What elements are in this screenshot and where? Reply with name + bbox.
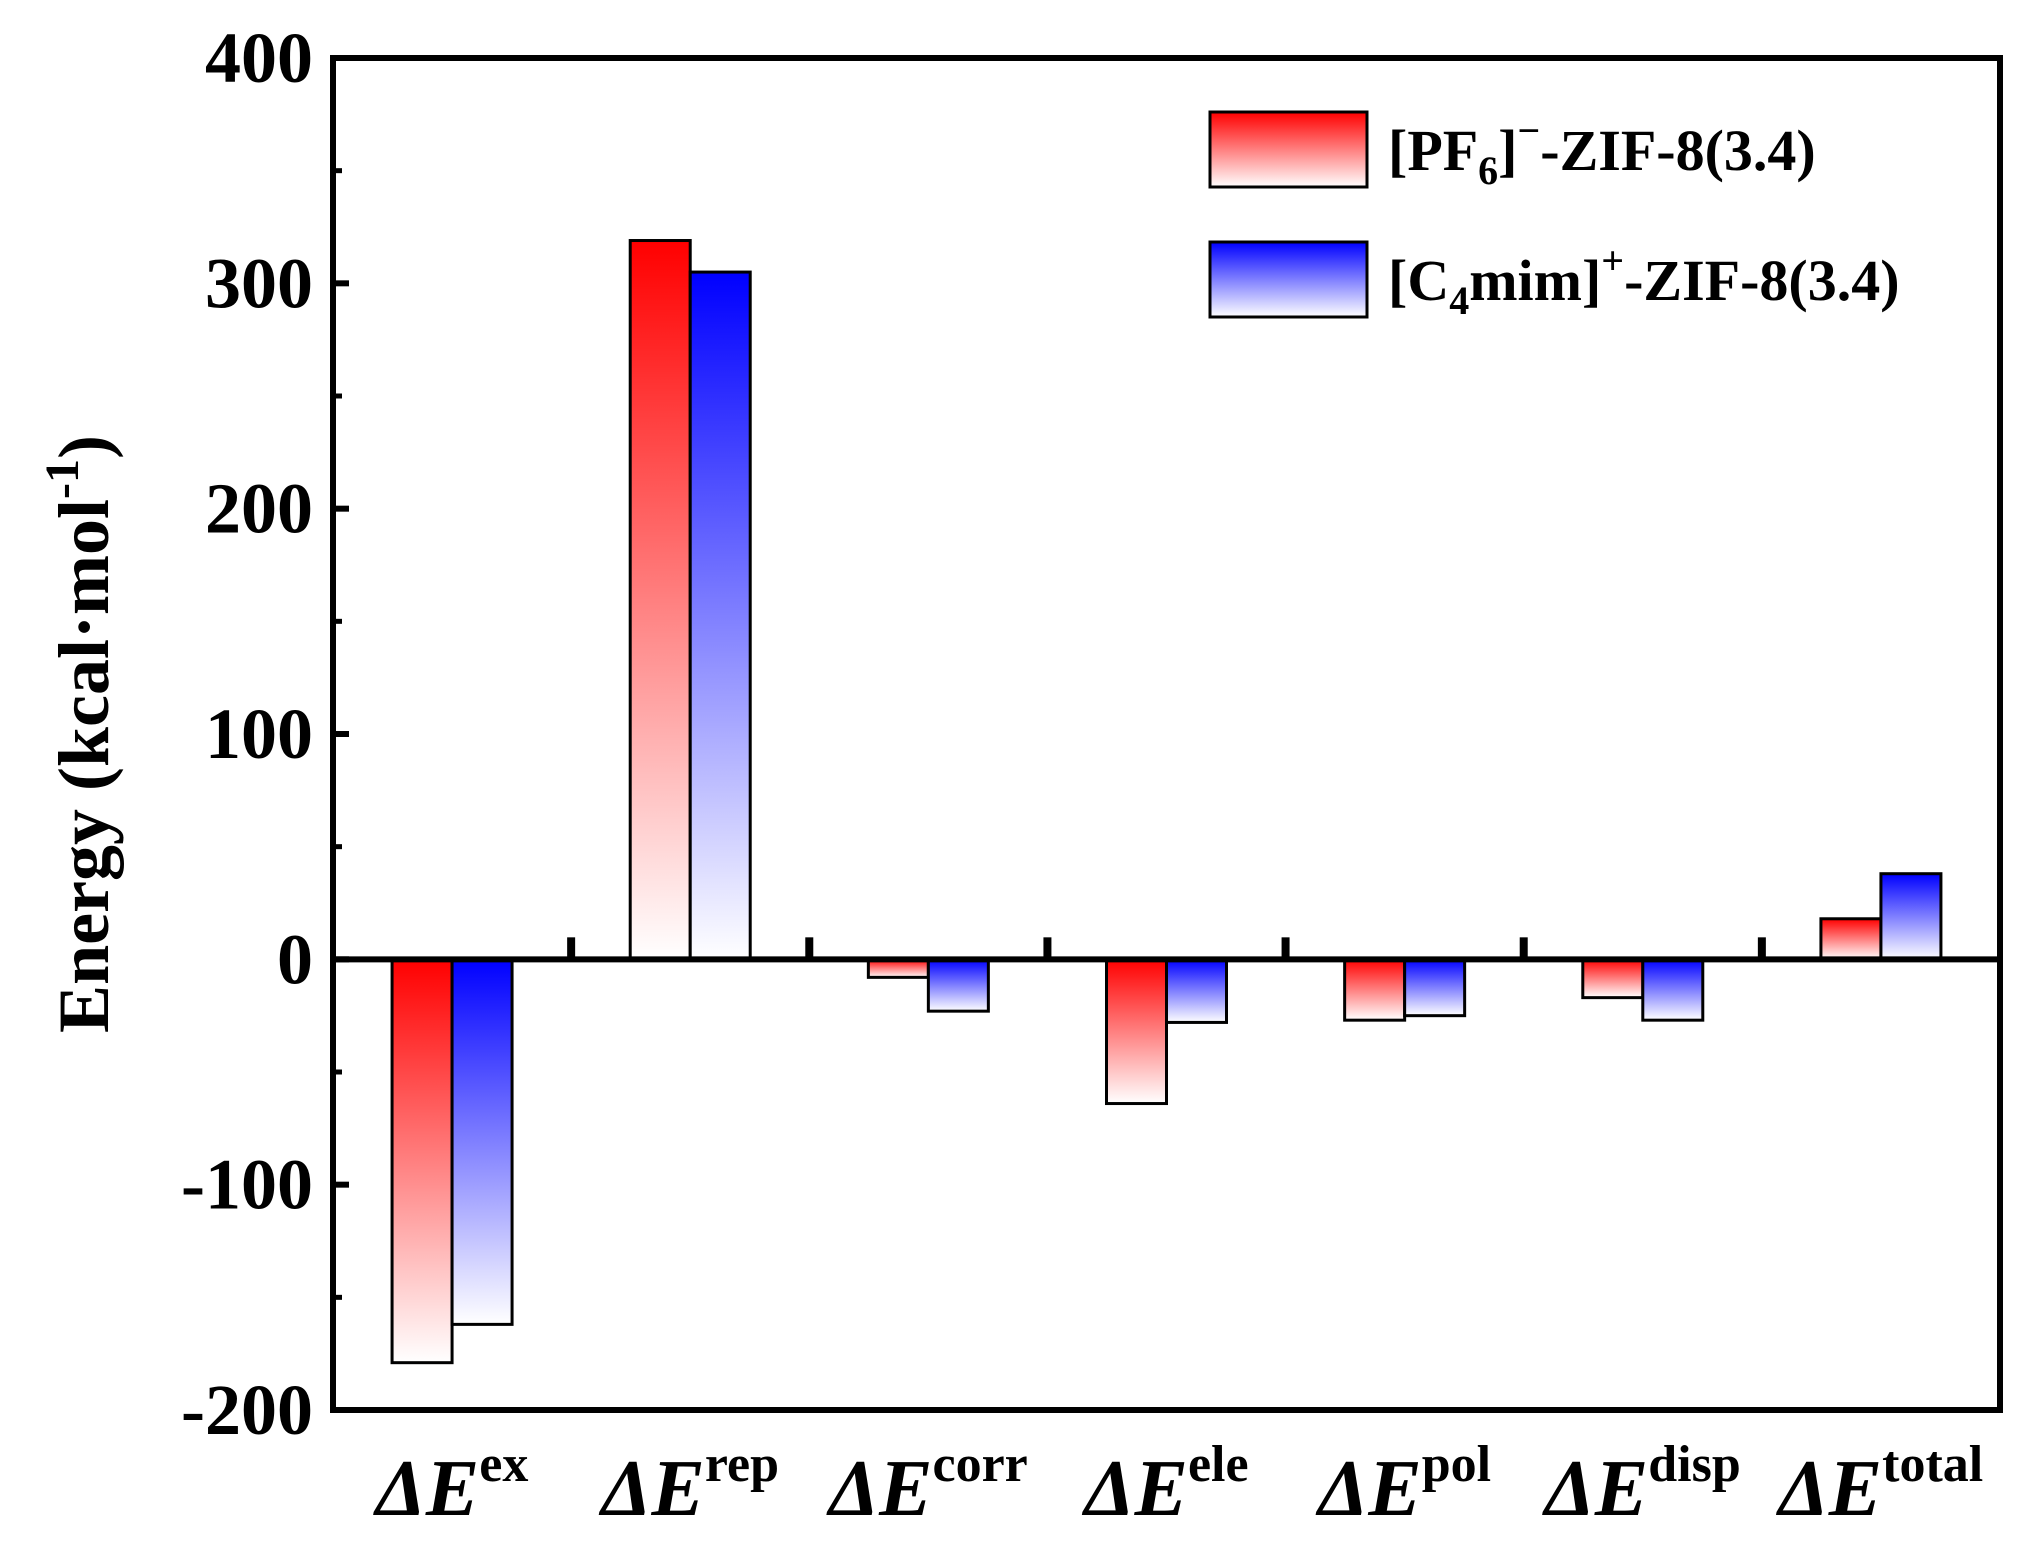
bar-pol-series-2 [1403,957,1467,1018]
y-tick-labels: -200 -100 0 100 200 300 400 [181,18,313,1450]
x-tick-label-corr: ΔEcorr [826,1436,1028,1533]
y-tick-label: 200 [205,469,313,549]
bar-total-series-1 [1819,917,1883,961]
x-tick-label-pol: ΔEpol [1315,1436,1491,1533]
x-tick-label-disp: ΔEdisp [1542,1436,1741,1533]
bar-total-series-2 [1879,872,1943,961]
bars-layer [390,239,1943,1365]
legend-swatch-series-1 [1208,110,1369,189]
bar-pol-series-1 [1343,957,1407,1022]
category-labels: ΔEex ΔErep ΔEcorr ΔEele ΔEpol ΔEdisp ΔEtotal [373,1436,1983,1533]
bar-disp-series-2 [1641,957,1705,1022]
legend-label-series-2: [C4mim]+-ZIF-8(3.4) [1388,238,1900,323]
bar-corr-series-2 [926,957,990,1013]
y-tick-label: -100 [181,1145,313,1225]
bar-ele-series-1 [1105,957,1168,1106]
y-axis-label: Energy (kcal·mol-1) [36,435,124,1033]
legend: [PF6]−-ZIF-8(3.4) [C4mim]+-ZIF-8(3.4) [1208,108,1900,323]
y-tick-label: 300 [205,243,313,323]
bar-rep-series-2 [688,270,752,961]
legend-swatch-series-2 [1208,240,1369,319]
x-tick-label-ex: ΔEex [373,1436,529,1533]
x-tick-label-rep: ΔErep [598,1436,779,1533]
y-tick-label: 400 [205,18,313,98]
legend-label-series-1: [PF6]−-ZIF-8(3.4) [1388,108,1816,193]
bar-ex-series-2 [450,957,514,1326]
y-tick-label: 0 [277,919,313,999]
x-tick-label-total: ΔEtotal [1776,1436,1984,1533]
bar-disp-series-1 [1581,957,1645,1000]
bar-ele-series-2 [1165,957,1228,1024]
x-tick-label-ele: ΔEele [1081,1436,1248,1533]
bar-rep-series-1 [628,239,692,961]
axes-layer [330,55,2003,1413]
y-tick-label: 100 [205,694,313,774]
bar-ex-series-1 [390,957,454,1365]
y-tick-label: -200 [181,1370,313,1450]
